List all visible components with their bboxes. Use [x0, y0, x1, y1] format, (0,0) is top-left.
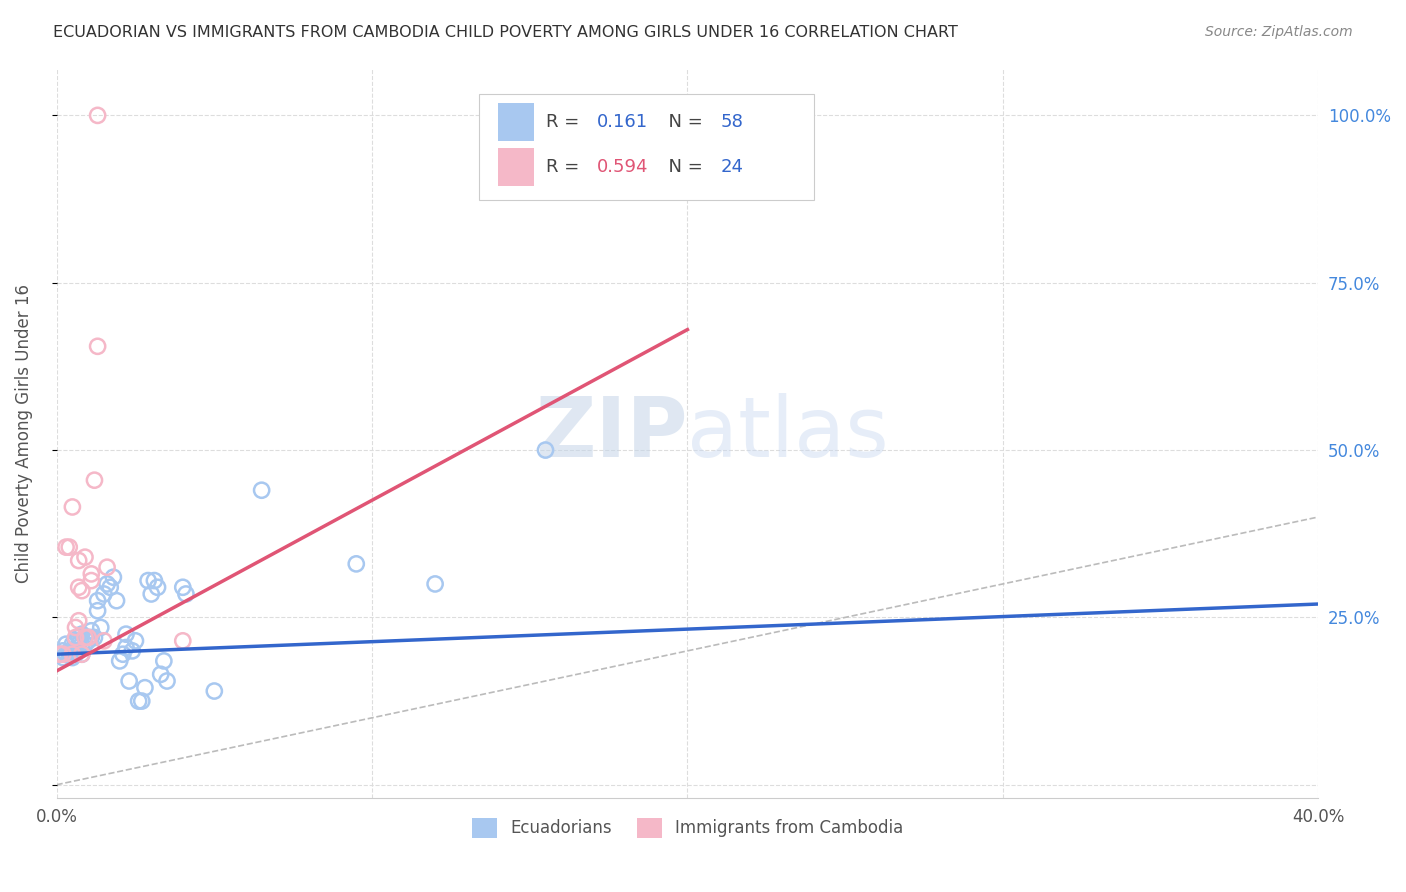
Point: [83, 473, 105, 487]
Point: [55, 637, 77, 651]
Point: [98, 580, 121, 594]
Point: [77, 633, 100, 648]
Point: [93, 587, 115, 601]
Point: [146, 580, 169, 594]
Point: [172, 633, 194, 648]
Point: [172, 580, 194, 594]
Point: [65, 644, 87, 658]
Text: atlas: atlas: [688, 392, 889, 474]
Point: [60, 500, 83, 514]
Point: [250, 483, 273, 498]
Point: [156, 673, 179, 688]
Point: [49, 647, 72, 661]
Point: [73, 631, 96, 645]
Text: 58: 58: [720, 112, 744, 131]
Point: [115, 627, 138, 641]
Point: [52, 647, 75, 661]
Text: R =: R =: [546, 112, 585, 131]
Point: [86, 593, 108, 607]
Point: [103, 570, 125, 584]
Point: [73, 637, 96, 651]
Point: [52, 650, 75, 665]
Text: 24: 24: [720, 158, 744, 176]
Point: [128, 694, 150, 708]
FancyBboxPatch shape: [498, 148, 533, 186]
Point: [60, 644, 83, 658]
Legend: Ecuadorians, Immigrants from Cambodia: Ecuadorians, Immigrants from Cambodia: [465, 811, 910, 845]
Point: [202, 684, 225, 698]
Text: ECUADORIAN VS IMMIGRANTS FROM CAMBODIA CHILD POVERTY AMONG GIRLS UNDER 16 CORREL: ECUADORIAN VS IMMIGRANTS FROM CAMBODIA C…: [53, 25, 959, 40]
Point: [80, 631, 103, 645]
Point: [58, 644, 80, 658]
Point: [67, 644, 90, 658]
Point: [149, 667, 172, 681]
Point: [80, 574, 103, 588]
Text: N =: N =: [657, 158, 709, 176]
Point: [70, 583, 93, 598]
Point: [58, 540, 80, 554]
Point: [143, 574, 166, 588]
Point: [55, 647, 77, 661]
Point: [80, 566, 103, 581]
Point: [344, 557, 367, 571]
Point: [77, 631, 100, 645]
Point: [52, 644, 75, 658]
Point: [153, 654, 176, 668]
Point: [67, 553, 90, 567]
Point: [136, 574, 159, 588]
Point: [67, 580, 90, 594]
Point: [80, 624, 103, 638]
Point: [73, 631, 96, 645]
Point: [90, 620, 112, 634]
Point: [65, 620, 87, 634]
Point: [86, 108, 108, 122]
Point: [70, 647, 93, 661]
Point: [65, 631, 87, 645]
Point: [60, 637, 83, 651]
Point: [124, 633, 146, 648]
Point: [174, 587, 197, 601]
Text: 0.161: 0.161: [596, 112, 648, 131]
Point: [73, 550, 96, 565]
Point: [108, 654, 131, 668]
Text: 0.594: 0.594: [596, 158, 648, 176]
Point: [131, 694, 153, 708]
Point: [58, 647, 80, 661]
FancyBboxPatch shape: [498, 103, 533, 141]
Point: [65, 647, 87, 661]
Point: [67, 631, 90, 645]
Point: [118, 673, 141, 688]
Point: [86, 339, 108, 353]
Point: [60, 647, 83, 661]
Point: [86, 604, 108, 618]
Point: [67, 614, 90, 628]
Point: [111, 647, 134, 661]
Point: [70, 647, 93, 661]
Point: [77, 631, 100, 645]
Text: N =: N =: [657, 112, 709, 131]
Point: [60, 650, 83, 665]
Point: [96, 560, 118, 574]
Point: [70, 637, 93, 651]
Point: [49, 647, 72, 661]
Point: [534, 443, 557, 458]
Text: Source: ZipAtlas.com: Source: ZipAtlas.com: [1205, 25, 1353, 39]
Point: [93, 633, 115, 648]
Point: [55, 540, 77, 554]
Point: [105, 593, 128, 607]
Point: [67, 637, 90, 651]
Y-axis label: Child Poverty Among Girls Under 16: Child Poverty Among Girls Under 16: [15, 284, 32, 582]
Point: [134, 681, 156, 695]
Text: R =: R =: [546, 158, 585, 176]
Point: [65, 633, 87, 648]
FancyBboxPatch shape: [479, 94, 814, 200]
Point: [141, 587, 163, 601]
Point: [96, 577, 118, 591]
Point: [121, 644, 143, 658]
Point: [83, 631, 105, 645]
Point: [70, 627, 93, 641]
Point: [423, 577, 446, 591]
Point: [115, 640, 138, 655]
Text: ZIP: ZIP: [534, 392, 688, 474]
